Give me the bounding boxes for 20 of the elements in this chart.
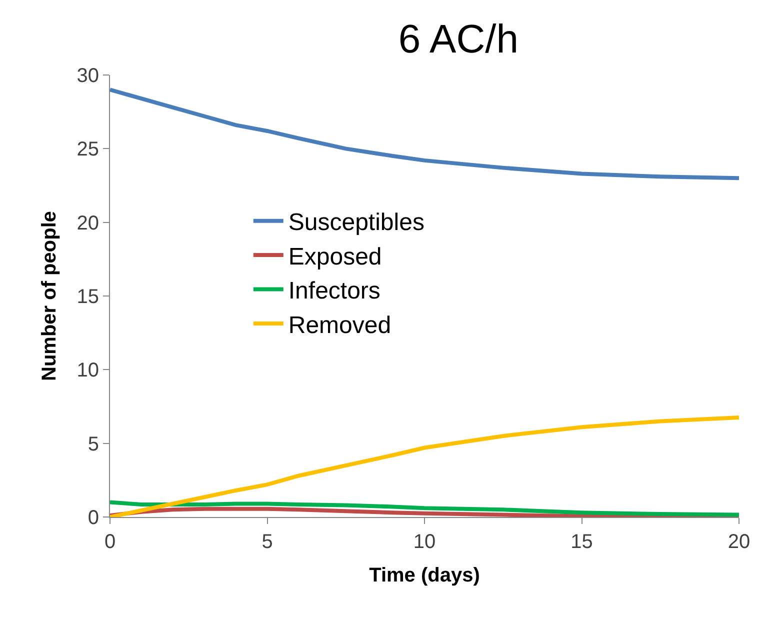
legend-label: Removed [288, 312, 392, 339]
legend-label: Exposed [288, 243, 382, 270]
legend-label: Susceptibles [288, 209, 424, 236]
y-tick-label: 10 [76, 360, 99, 382]
y-tick-label: 20 [76, 212, 99, 234]
y-tick-label: 0 [88, 507, 99, 529]
x-axis-title: Time (days) [369, 564, 480, 586]
legend-label: Infectors [288, 278, 380, 305]
chart-title: 6 AC/h [398, 18, 518, 62]
y-tick-label: 15 [76, 286, 99, 308]
x-tick-label: 0 [104, 531, 116, 553]
x-tick-label: 10 [413, 531, 436, 553]
y-tick-label: 30 [76, 65, 99, 87]
line-series [110, 88, 739, 180]
x-tick-label: 15 [570, 531, 593, 553]
y-axis-title: Number of people [38, 210, 60, 382]
x-tick-label: 20 [728, 531, 750, 553]
x-tick-label: 5 [262, 531, 273, 553]
y-tick-label: 25 [76, 138, 99, 161]
y-tick-label: 5 [88, 433, 99, 456]
